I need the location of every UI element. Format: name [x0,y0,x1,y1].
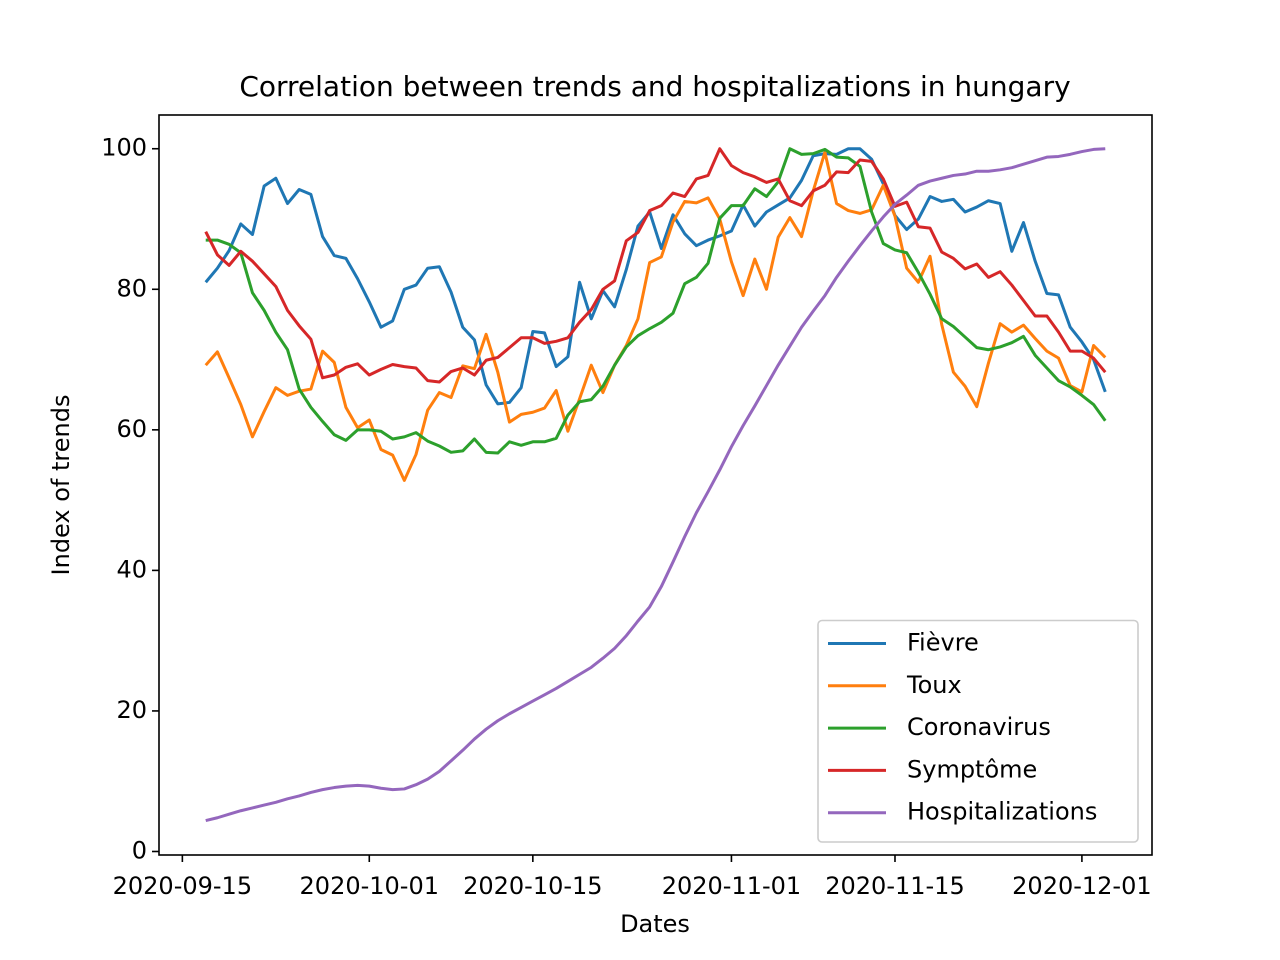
series-line [204,147,1107,406]
series-line [204,150,1107,482]
x-axis-label: Dates [620,910,690,938]
plot-frame [158,114,1153,856]
legend-box [817,619,1139,843]
y-tick-label: 100 [101,134,147,162]
x-tick-label: 2020-11-01 [662,872,801,900]
y-tick-label: 80 [116,274,147,302]
y-axis-label: Index of trends [47,395,75,576]
series-line [205,147,1107,455]
legend-label: Symptôme [907,755,1037,783]
series-line [204,147,1107,384]
chart-title: Correlation between trends and hospitali… [239,70,1070,103]
series-line [205,147,1106,823]
legend-label: Coronavirus [907,713,1051,741]
x-tick-label: 2020-10-01 [300,872,439,900]
legend-label: Toux [906,671,962,699]
y-tick-label: 0 [132,836,147,864]
x-tick-label: 2020-10-15 [463,872,602,900]
y-tick-label: 60 [116,415,147,443]
y-tick-label: 40 [116,555,147,583]
x-tick-label: 2020-11-15 [825,872,964,900]
legend-label: Hospitalizations [907,798,1097,826]
legend-label: Fièvre [907,629,979,657]
y-tick-label: 20 [116,696,147,724]
x-tick-label: 2020-12-01 [1012,872,1151,900]
x-tick-label: 2020-09-15 [113,872,252,900]
